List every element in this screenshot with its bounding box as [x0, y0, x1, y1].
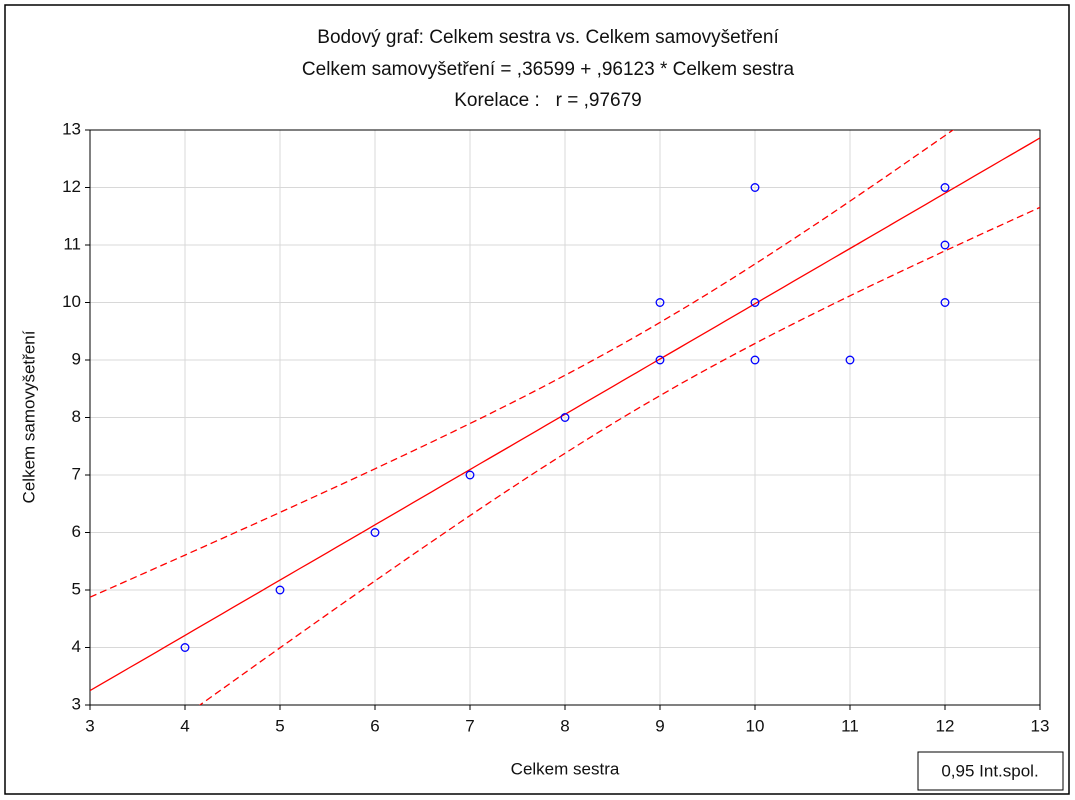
- legend-box: [917, 751, 1064, 791]
- point: [940, 240, 950, 250]
- plot-border: [89, 129, 1041, 706]
- y-axis-label: Celkem samovyšetření: [19, 330, 38, 503]
- chart-subtitle: Celkem samovyšetření = ,36599 + ,96123 *…: [302, 59, 795, 80]
- x-tick-label: 3: [85, 716, 94, 735]
- point: [180, 643, 190, 652]
- point: [845, 355, 855, 365]
- point: [940, 298, 950, 307]
- y-tick-label: 13: [62, 119, 81, 138]
- x-tick-label: 13: [1031, 716, 1050, 735]
- y-tick-label: 5: [72, 579, 81, 598]
- point: [465, 470, 475, 480]
- y-tick-label: 10: [62, 292, 81, 311]
- point: [560, 413, 570, 422]
- x-tick-label: 4: [180, 716, 189, 735]
- chart-title: Bodový graf: Celkem sestra vs. Celkem sa…: [317, 27, 779, 48]
- x-tick-label: 10: [746, 716, 765, 735]
- point: [750, 355, 760, 365]
- y-tick-label: 9: [72, 349, 81, 368]
- y-tick-label: 8: [72, 407, 81, 426]
- confidence-lower: [198, 206, 1040, 705]
- x-tick-label: 6: [370, 716, 379, 735]
- y-tick-label: 11: [63, 234, 81, 253]
- confidence-upper: [90, 130, 955, 598]
- x-tick-label: 11: [841, 716, 859, 735]
- x-tick-label: 12: [936, 716, 955, 735]
- x-tick-label: 9: [655, 716, 664, 735]
- y-tick-label: 4: [72, 637, 81, 656]
- x-tick-label: 5: [275, 716, 284, 735]
- x-axis-label: Celkem sestra: [511, 759, 620, 778]
- x-tick-label: 7: [465, 716, 474, 735]
- y-tick-label: 7: [72, 464, 81, 483]
- point: [655, 298, 665, 307]
- x-tick-label: 8: [560, 716, 569, 735]
- point: [940, 183, 950, 192]
- point: [750, 183, 760, 192]
- point: [275, 585, 285, 595]
- point: [750, 298, 760, 307]
- y-tick-label: 12: [62, 177, 81, 196]
- legend-label: 0,95 Int.spol.: [941, 761, 1038, 780]
- y-tick-label: 3: [72, 694, 81, 713]
- point: [655, 355, 665, 365]
- point: [370, 528, 380, 537]
- annotation: Korelace : r = ,97679: [454, 90, 641, 111]
- y-tick-label: 6: [72, 522, 81, 541]
